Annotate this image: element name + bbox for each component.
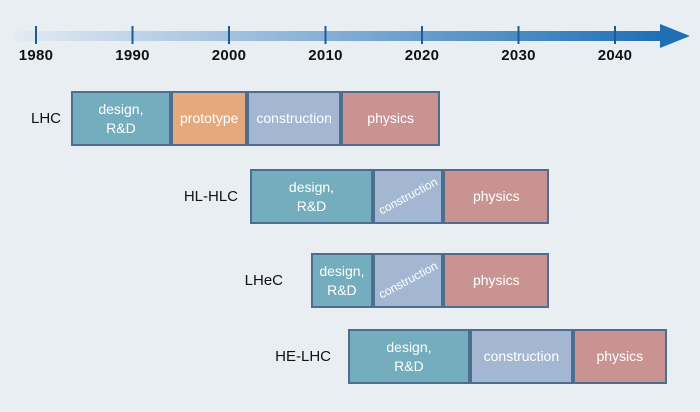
- year-label: 2030: [501, 47, 536, 64]
- phase-construction: construction: [372, 169, 444, 224]
- phase-construction: construction: [470, 329, 573, 384]
- phase-construction: construction: [247, 91, 341, 146]
- phase-label: physics: [472, 188, 520, 204]
- phase-design: design, R&D: [70, 91, 172, 146]
- year-label: 2010: [308, 47, 343, 64]
- phase-construction: construction: [372, 253, 444, 308]
- phase-physics: physics: [340, 91, 441, 146]
- phase-design: design, R&D: [347, 329, 471, 384]
- year-label: 2000: [211, 47, 247, 64]
- phase-physics: physics: [443, 253, 550, 308]
- timeline-arrow-head: [660, 24, 690, 48]
- phase-label: physics: [472, 272, 520, 288]
- phase-label: design, R&D: [319, 262, 365, 298]
- year-label: 1980: [18, 47, 54, 64]
- phase-prototype: prototype: [171, 91, 248, 146]
- phase-label: construction: [375, 258, 440, 302]
- phase-label: construction: [256, 110, 332, 126]
- project-label: LHC: [30, 109, 61, 127]
- phase-label: design, R&D: [98, 100, 144, 136]
- project-label: HE-LHC: [275, 347, 331, 365]
- phase-design: design, R&D: [311, 253, 373, 308]
- phase-physics: physics: [443, 169, 550, 224]
- year-label: 2040: [597, 47, 633, 64]
- project-label: LHeC: [244, 271, 283, 289]
- phase-label: construction: [375, 174, 440, 218]
- project-label: HL-HLC: [183, 187, 238, 205]
- phase-physics: physics: [572, 329, 668, 384]
- year-label: 1990: [115, 47, 150, 64]
- year-label: 2020: [404, 47, 440, 64]
- phase-label: design, R&D: [288, 178, 335, 214]
- phase-label: physics: [367, 110, 414, 126]
- timeline-arrow-shaft: [14, 31, 664, 41]
- phase-label: prototype: [180, 110, 239, 126]
- phase-label: construction: [483, 348, 560, 364]
- phase-design: design, R&D: [250, 169, 373, 224]
- phase-label: design, R&D: [386, 338, 432, 374]
- phase-label: physics: [596, 348, 644, 364]
